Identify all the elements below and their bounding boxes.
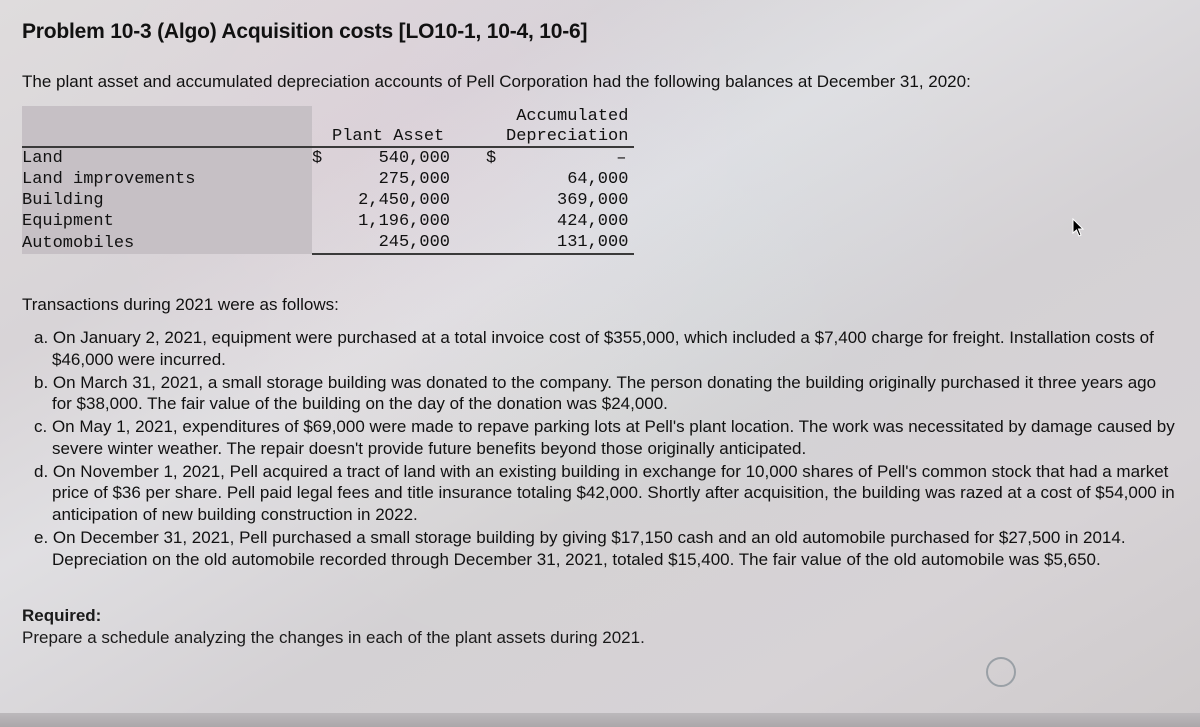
currency-symbol: $ <box>312 147 332 169</box>
row-name: Automobiles <box>22 232 312 254</box>
col-header-accum-dep-l1: Accumulated <box>506 106 634 126</box>
transaction-item: On January 2, 2021, equipment were purch… <box>22 327 1180 371</box>
required-text: Prepare a schedule analyzing the changes… <box>22 628 1180 648</box>
row-name: Equipment <box>22 211 312 232</box>
currency-symbol: $ <box>486 147 506 169</box>
plant-asset-value: 245,000 <box>332 232 486 254</box>
transaction-item: On November 1, 2021, Pell acquired a tra… <box>22 461 1180 526</box>
balances-table: Accumulated Plant Asset Depreciation Lan… <box>22 106 1180 255</box>
transactions-list: On January 2, 2021, equipment were purch… <box>22 327 1180 570</box>
accum-dep-value: 369,000 <box>506 190 634 211</box>
transaction-item: On December 31, 2021, Pell purchased a s… <box>22 527 1180 571</box>
plant-asset-value: 1,196,000 <box>332 211 486 232</box>
plant-asset-value: 2,450,000 <box>332 190 486 211</box>
table-row: Land $ 540,000 $ – <box>22 147 634 169</box>
transaction-item: On May 1, 2021, expenditures of $69,000 … <box>22 416 1180 460</box>
col-header-accum-dep-l2: Depreciation <box>506 126 634 147</box>
col-header-plant-asset: Plant Asset <box>332 126 486 147</box>
table-row: Automobiles 245,000 131,000 <box>22 232 634 254</box>
required-label: Required: <box>22 606 1180 626</box>
plant-asset-value: 540,000 <box>332 147 486 169</box>
row-name: Land <box>22 147 312 169</box>
table-row: Land improvements 275,000 64,000 <box>22 169 634 190</box>
table-row: Building 2,450,000 369,000 <box>22 190 634 211</box>
row-name: Building <box>22 190 312 211</box>
accum-dep-value: 424,000 <box>506 211 634 232</box>
table-row: Equipment 1,196,000 424,000 <box>22 211 634 232</box>
plant-asset-value: 275,000 <box>332 169 486 190</box>
problem-title: Problem 10-3 (Algo) Acquisition costs [L… <box>22 20 1180 44</box>
accum-dep-value: 64,000 <box>506 169 634 190</box>
transaction-item: On March 31, 2021, a small storage build… <box>22 372 1180 416</box>
accum-dep-value: 131,000 <box>506 232 634 254</box>
accum-dep-value: – <box>506 147 634 169</box>
intro-text: The plant asset and accumulated deprecia… <box>22 72 1180 92</box>
row-name: Land improvements <box>22 169 312 190</box>
transactions-heading: Transactions during 2021 were as follows… <box>22 295 1180 315</box>
bottom-edge <box>0 713 1200 727</box>
